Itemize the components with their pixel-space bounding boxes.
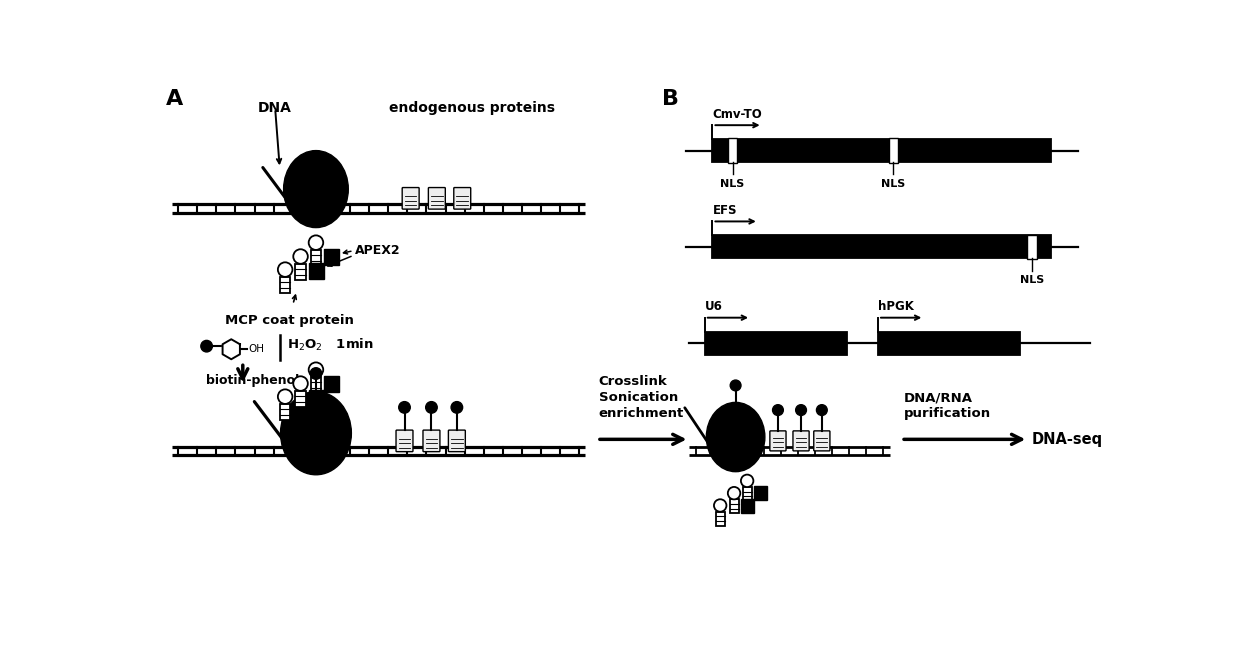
Bar <box>311 250 321 266</box>
Circle shape <box>796 405 806 415</box>
Text: DNA/RNA
purification: DNA/RNA purification <box>904 391 991 420</box>
Bar <box>704 331 847 355</box>
Text: DNA-seq: DNA-seq <box>1032 432 1104 447</box>
Bar <box>295 264 306 280</box>
FancyBboxPatch shape <box>402 188 419 209</box>
Text: EFS: EFS <box>713 204 737 217</box>
Bar <box>311 377 321 393</box>
Circle shape <box>294 376 308 391</box>
FancyBboxPatch shape <box>454 188 471 209</box>
Circle shape <box>816 405 827 415</box>
FancyBboxPatch shape <box>396 430 413 452</box>
Bar <box>280 404 290 420</box>
Text: H$_2$O$_2$   1min: H$_2$O$_2$ 1min <box>288 337 374 353</box>
Bar <box>295 391 306 407</box>
Circle shape <box>425 402 438 413</box>
Text: biotin-phenol: biotin-phenol <box>206 374 299 387</box>
FancyBboxPatch shape <box>770 431 786 451</box>
Bar <box>729 499 739 513</box>
Bar <box>713 236 1052 258</box>
Bar <box>742 499 754 513</box>
Bar <box>713 139 1052 162</box>
FancyBboxPatch shape <box>423 430 440 452</box>
Polygon shape <box>223 340 239 359</box>
Circle shape <box>451 402 463 413</box>
FancyBboxPatch shape <box>449 430 465 452</box>
Circle shape <box>294 249 308 264</box>
Text: B: B <box>662 89 680 109</box>
Circle shape <box>309 236 324 250</box>
Bar <box>280 277 290 293</box>
Text: Cmv-TO: Cmv-TO <box>713 107 763 121</box>
FancyBboxPatch shape <box>813 431 830 451</box>
Circle shape <box>201 340 212 352</box>
Circle shape <box>278 262 293 277</box>
Text: endogenous proteins: endogenous proteins <box>389 101 556 115</box>
Text: APEX2: APEX2 <box>355 244 401 257</box>
Text: DNA: DNA <box>258 101 293 115</box>
Bar <box>325 376 339 393</box>
Text: A: A <box>166 89 184 109</box>
Circle shape <box>773 405 784 415</box>
Ellipse shape <box>284 150 348 227</box>
Text: hPGK: hPGK <box>878 300 914 313</box>
Text: NLS: NLS <box>720 179 745 189</box>
Text: MCP coat protein: MCP coat protein <box>224 314 353 327</box>
FancyBboxPatch shape <box>792 431 810 451</box>
Bar <box>743 487 751 501</box>
Circle shape <box>742 474 754 487</box>
Circle shape <box>714 499 727 512</box>
Text: U6: U6 <box>704 300 723 313</box>
Bar <box>715 512 724 525</box>
Circle shape <box>728 487 740 499</box>
FancyBboxPatch shape <box>428 188 445 209</box>
Circle shape <box>399 402 410 413</box>
Bar <box>1028 235 1037 259</box>
Circle shape <box>309 362 324 377</box>
Bar <box>325 249 339 265</box>
Bar <box>878 331 1021 355</box>
Bar <box>309 263 324 279</box>
Circle shape <box>730 380 742 391</box>
Text: OH: OH <box>248 344 264 354</box>
Bar <box>728 138 737 163</box>
Bar <box>309 390 324 406</box>
Text: NLS: NLS <box>882 179 905 189</box>
Bar <box>889 138 898 163</box>
Text: NLS: NLS <box>1021 275 1044 285</box>
Text: Crosslink
Sonication
enrichment: Crosslink Sonication enrichment <box>599 375 683 420</box>
Circle shape <box>310 368 321 379</box>
Ellipse shape <box>280 392 351 475</box>
Bar <box>754 486 766 501</box>
Ellipse shape <box>707 403 765 472</box>
Circle shape <box>278 389 293 404</box>
